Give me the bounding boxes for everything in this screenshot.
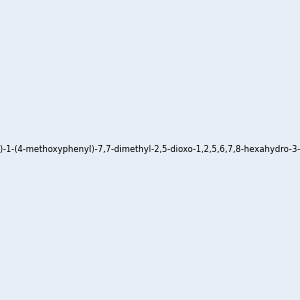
Text: N-(3,4-dimethylphenyl)-1-(4-methoxyphenyl)-7,7-dimethyl-2,5-dioxo-1,2,5,6,7,8-he: N-(3,4-dimethylphenyl)-1-(4-methoxypheny… <box>0 146 300 154</box>
